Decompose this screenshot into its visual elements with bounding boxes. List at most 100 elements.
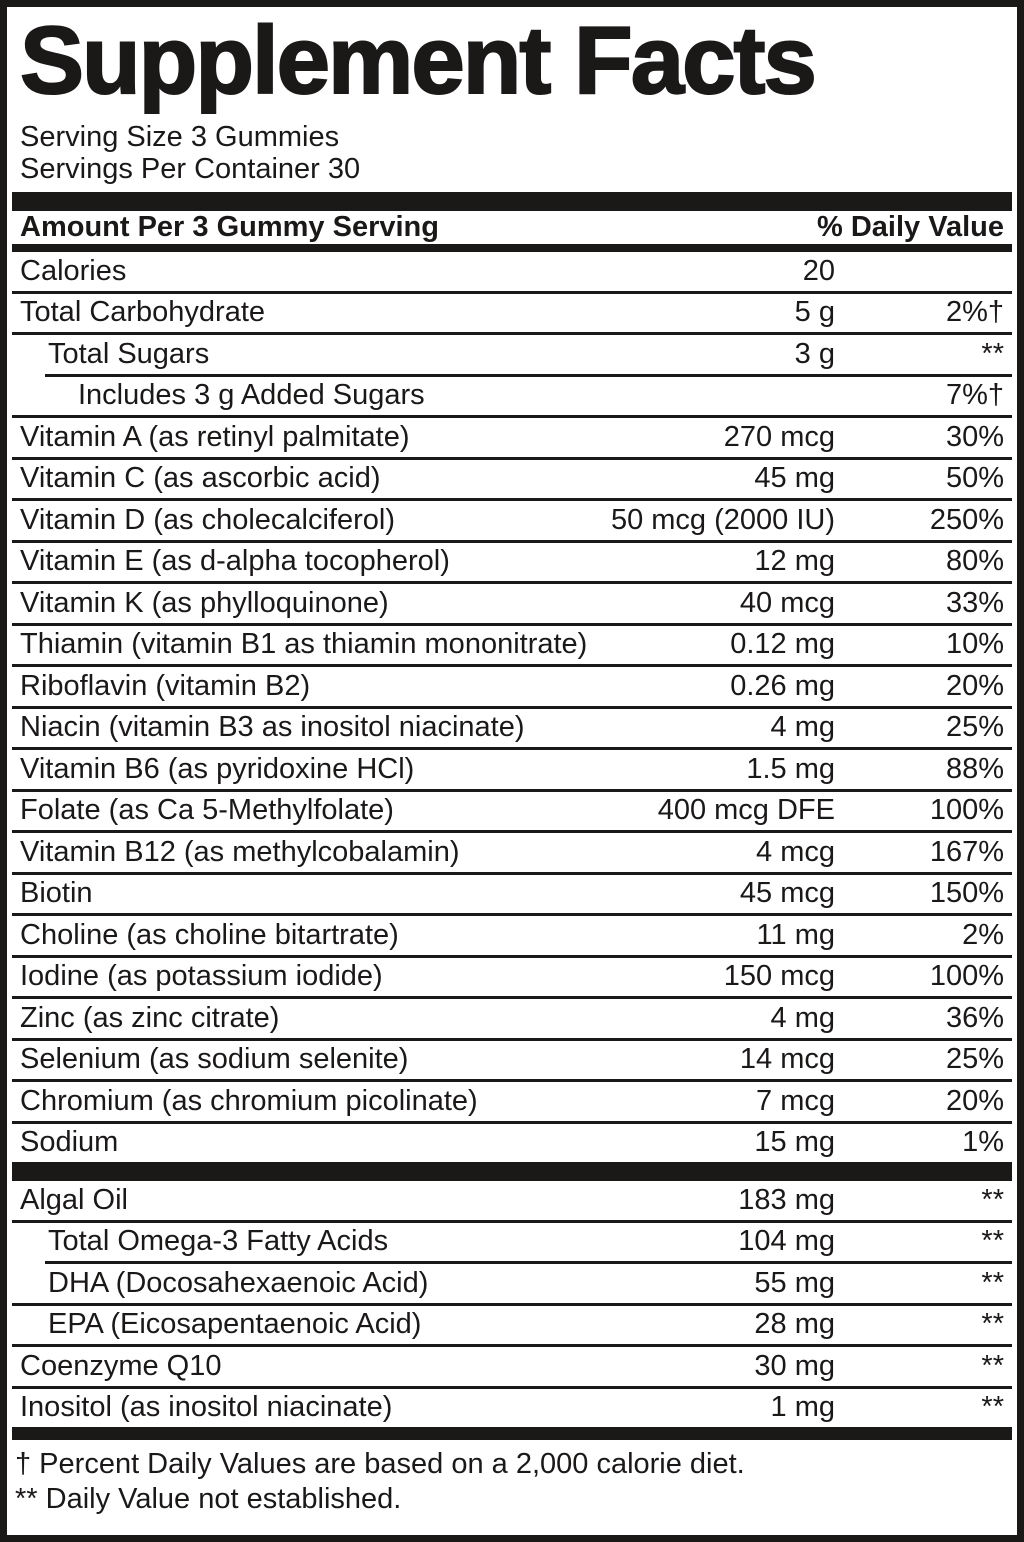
nutrient-row: Chromium (as chromium picolinate) 7 mcg 20… [12, 1082, 1012, 1121]
nutrient-row: Algal Oil 183 mg ** [12, 1181, 1012, 1220]
row-separator [12, 415, 1012, 418]
nutrient-daily-value: 88% [945, 752, 1004, 785]
nutrient-amount: 11 mg [756, 918, 835, 951]
nutrient-daily-value: 10% [945, 628, 1004, 661]
nutrient-row: Niacin (vitamin B3 as inositol niacinate… [12, 709, 1012, 748]
nutrient-daily-value: 25% [945, 1043, 1004, 1076]
nutrient-amount: 4 mg [770, 1001, 835, 1034]
column-header-daily-value: % Daily Value [817, 211, 1004, 243]
footnote-divider-bar [12, 1427, 1012, 1440]
row-separator [12, 290, 1012, 294]
nutrient-daily-value: 2% [962, 918, 1004, 951]
nutrient-daily-value: ** [981, 337, 1004, 370]
footnotes: † Percent Daily Values are based on a 2,… [12, 1440, 1012, 1517]
nutrient-name: Chromium (as chromium picolinate) [20, 1084, 478, 1117]
nutrient-amount: 104 mg [738, 1225, 835, 1258]
row-separator [12, 788, 1012, 792]
column-header-amount: Amount Per 3 Gummy Serving [20, 211, 439, 243]
nutrient-daily-value: 25% [945, 711, 1004, 744]
nutrient-row: Total Sugars 3 g ** [12, 335, 1012, 374]
nutrient-name: Inositol (as inositol niacinate) [20, 1391, 393, 1424]
nutrient-daily-value: ** [981, 1308, 1004, 1341]
nutrient-amount: 30 mg [754, 1349, 835, 1382]
nutrient-amount: 45 mcg [739, 877, 835, 910]
nutrient-daily-value: 100% [929, 960, 1004, 993]
nutrient-row: Sodium 15 mg 1% [12, 1124, 1012, 1163]
footnote-daily-values: † Percent Daily Values are based on a 2,… [15, 1448, 745, 1480]
nutrient-daily-value: ** [981, 1391, 1004, 1424]
nutrient-row: Thiamin (vitamin B1 as thiamin mononitra… [12, 626, 1012, 665]
row-separator [12, 581, 1012, 584]
row-separator [12, 498, 1012, 501]
nutrient-amount: 183 mg [738, 1183, 835, 1216]
nutrient-daily-value: 167% [929, 835, 1004, 868]
nutrient-row: Biotin 45 mcg 150% [12, 875, 1012, 914]
nutrient-row: Iodine (as potassium iodide) 150 mcg 100% [12, 958, 1012, 997]
row-separator [12, 830, 1012, 833]
nutrient-name: Vitamin B6 (as pyridoxine HCl) [20, 752, 415, 785]
nutrient-daily-value: 50% [945, 462, 1004, 495]
nutrient-amount: 270 mcg [723, 420, 835, 453]
row-separator [12, 871, 1012, 875]
nutrient-row: Total Carbohydrate 5 g 2%† [12, 294, 1012, 333]
nutrient-name: Coenzyme Q10 [20, 1349, 222, 1382]
row-separator [12, 622, 1012, 626]
nutrient-name: EPA (Eicosapentaenoic Acid) [48, 1308, 422, 1341]
row-separator [12, 1079, 1012, 1082]
column-header-row: Amount Per 3 Gummy Serving % Daily Value [12, 211, 1012, 244]
nutrient-row: DHA (Docosahexaenoic Acid) 55 mg ** [12, 1264, 1012, 1303]
nutrient-table-main: Calories 20 Total Carbohydrate 5 g 2%† Total … [12, 252, 1012, 1162]
label-title: Supplement Facts [19, 7, 818, 114]
nutrient-amount: 20 [802, 254, 835, 287]
nutrient-daily-value: ** [981, 1225, 1004, 1258]
nutrient-daily-value: ** [981, 1266, 1004, 1299]
row-separator [12, 1219, 1012, 1223]
nutrient-row: Calories 20 [12, 252, 1012, 291]
nutrient-row: Folate (as Ca 5-Methylfolate) 400 mcg DFE… [12, 792, 1012, 831]
nutrient-name: Total Omega-3 Fatty Acids [48, 1225, 389, 1258]
nutrient-row: EPA (Eicosapentaenoic Acid) 28 mg ** [12, 1306, 1012, 1345]
nutrient-name: Folate (as Ca 5-Methylfolate) [20, 794, 394, 827]
nutrient-daily-value: 80% [945, 545, 1004, 578]
nutrient-daily-value: 150% [929, 877, 1004, 910]
nutrient-amount: 7 mcg [756, 1084, 835, 1117]
section-divider-bar [12, 1162, 1012, 1181]
nutrient-daily-value: 20% [945, 669, 1004, 702]
nutrient-amount: 14 mcg [739, 1043, 835, 1076]
nutrient-row: Total Omega-3 Fatty Acids 104 mg ** [12, 1223, 1012, 1262]
nutrient-row: Vitamin D (as cholecalciferol) 50 mcg (20… [12, 501, 1012, 540]
nutrient-name: Vitamin K (as phylloquinone) [20, 586, 389, 619]
nutrient-amount: 400 mcg DFE [657, 794, 835, 827]
row-separator [45, 1261, 1012, 1264]
nutrient-name: DHA (Docosahexaenoic Acid) [48, 1266, 429, 1299]
nutrient-amount: 0.26 mg [730, 669, 835, 702]
nutrient-name: Thiamin (vitamin B1 as thiamin mononitra… [20, 628, 588, 661]
row-separator [12, 996, 1012, 999]
nutrient-amount: 50 mcg (2000 IU) [610, 503, 835, 536]
nutrient-row: Vitamin E (as d-alpha tocopherol) 12 mg 80… [12, 543, 1012, 582]
nutrient-row: Riboflavin (vitamin B2) 0.26 mg 20% [12, 667, 1012, 706]
nutrient-amount: 15 mg [754, 1126, 835, 1159]
nutrient-name: Zinc (as zinc citrate) [20, 1001, 280, 1034]
nutrient-daily-value: 250% [929, 503, 1004, 536]
nutrient-name: Vitamin A (as retinyl palmitate) [20, 420, 410, 453]
nutrient-amount: 40 mcg [739, 586, 835, 619]
nutrient-daily-value: 33% [945, 586, 1004, 619]
nutrient-name: Vitamin B12 (as methylcobalamin) [20, 835, 460, 868]
nutrient-row: Vitamin K (as phylloquinone) 40 mcg 33% [12, 584, 1012, 623]
nutrient-name: Choline (as choline bitartrate) [20, 918, 399, 951]
nutrient-name: Selenium (as sodium selenite) [20, 1043, 409, 1076]
nutrient-row: Coenzyme Q10 30 mg ** [12, 1347, 1012, 1386]
row-separator [12, 747, 1012, 750]
footnote-not-established: ** Daily Value not established. [15, 1483, 402, 1515]
nutrient-name: Niacin (vitamin B3 as inositol niacinate… [20, 711, 525, 744]
nutrient-name: Algal Oil [20, 1183, 128, 1216]
nutrient-daily-value: 7%† [945, 379, 1004, 412]
nutrient-amount: 5 g [794, 296, 835, 329]
row-separator [12, 1302, 1012, 1306]
nutrient-name: Vitamin C (as ascorbic acid) [20, 462, 381, 495]
row-separator [12, 332, 1012, 335]
nutrient-daily-value: 100% [929, 794, 1004, 827]
serving-info: Serving Size 3 Gummies Servings Per Cont… [20, 121, 1004, 185]
